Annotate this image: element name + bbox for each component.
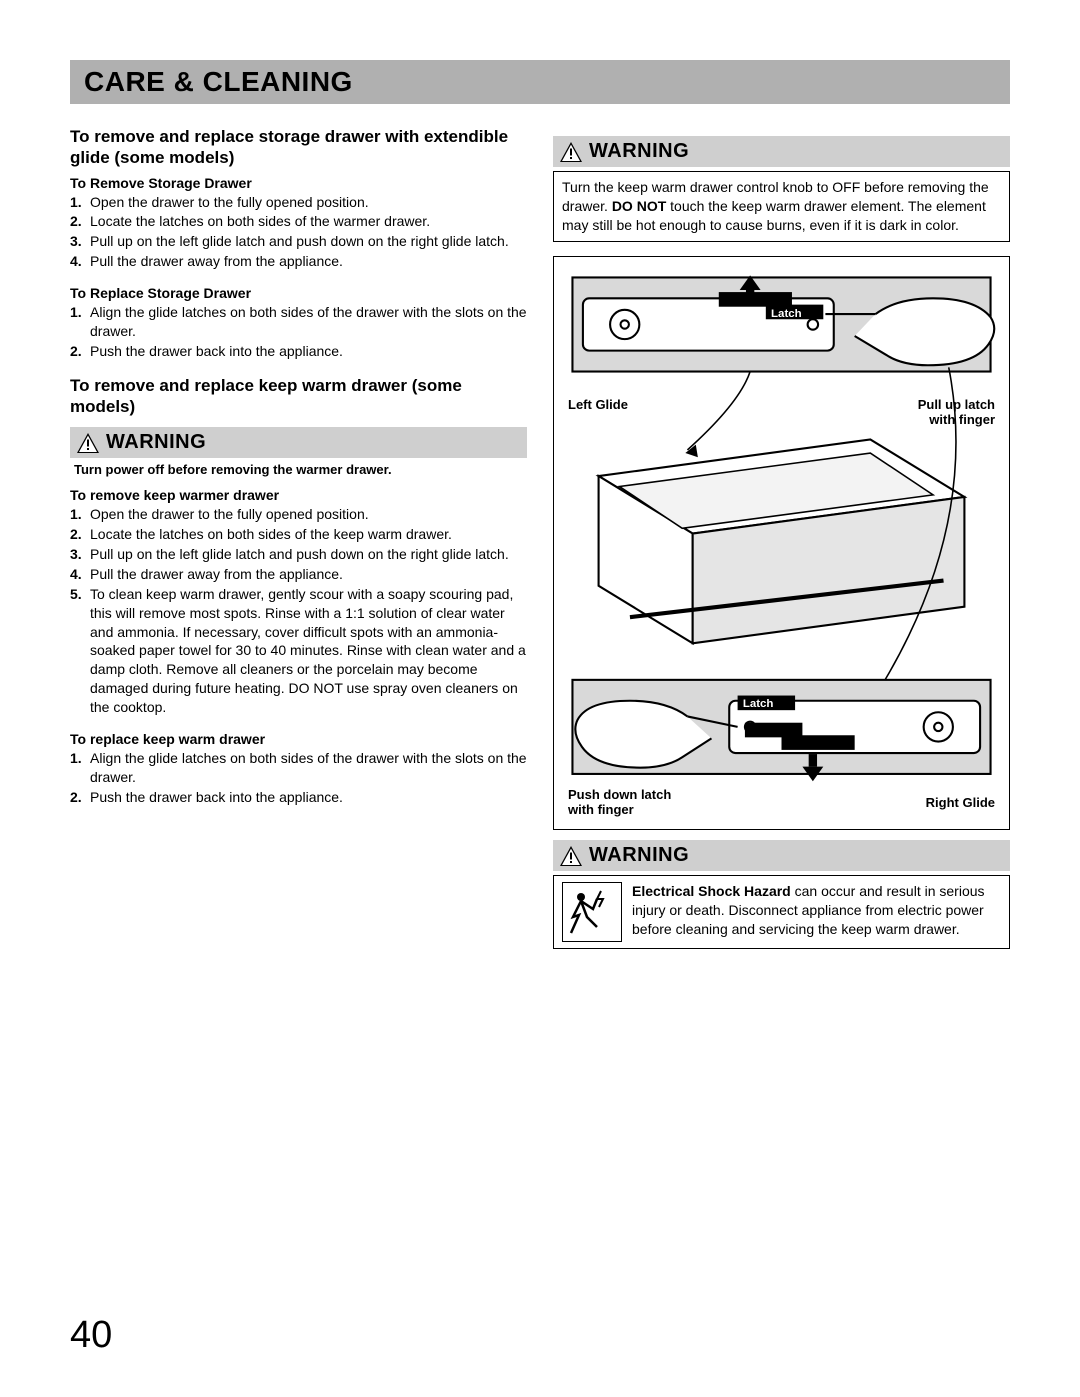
warning-triangle-icon — [559, 141, 583, 163]
warning-label: WARNING — [106, 431, 206, 454]
warning-bar-left: WARNING — [70, 427, 527, 458]
list-item: Align the glide latches on both sides of… — [70, 749, 527, 787]
list-item: To clean keep warm drawer, gently scour … — [70, 585, 527, 717]
steps-remove-warm: Open the drawer to the fully opened posi… — [70, 505, 527, 717]
label-push-down-1: Push down latch — [568, 787, 671, 802]
shock-hazard-box: Electrical Shock Hazard can occur and re… — [553, 875, 1010, 949]
subheading-replace-storage: To Replace Storage Drawer — [70, 285, 527, 301]
list-item: Push the drawer back into the appliance. — [70, 788, 527, 807]
shock-hazard-icon — [562, 882, 622, 942]
drawer-diagram-svg: Latch — [562, 267, 1001, 790]
heading-storage-drawer: To remove and replace storage drawer wit… — [70, 126, 527, 169]
svg-text:Latch: Latch — [743, 698, 774, 710]
shock-lead: Electrical Shock Hazard — [632, 883, 791, 899]
list-item: Pull up on the left glide latch and push… — [70, 545, 527, 564]
list-item: Pull up on the left glide latch and push… — [70, 232, 527, 251]
diagram-labels-bottom: Push down latch with finger Right Glide — [562, 787, 1001, 817]
warning-label: WARNING — [589, 844, 689, 867]
label-pull-up-1: Pull up latch — [918, 397, 995, 412]
page-number: 40 — [70, 1314, 112, 1357]
subheading-remove-warm: To remove keep warmer drawer — [70, 487, 527, 503]
label-pull-up-2: with finger — [929, 412, 995, 427]
list-item: Open the drawer to the fully opened posi… — [70, 505, 527, 524]
two-column-layout: To remove and replace storage drawer wit… — [70, 126, 1010, 949]
steps-replace-storage: Align the glide latches on both sides of… — [70, 303, 527, 361]
list-item: Align the glide latches on both sides of… — [70, 303, 527, 341]
list-item: Push the drawer back into the appliance. — [70, 342, 527, 361]
label-right-glide: Right Glide — [926, 795, 995, 810]
warning-box-knob-off: Turn the keep warm drawer control knob t… — [553, 171, 1010, 242]
svg-text:Latch: Latch — [771, 308, 802, 320]
label-left-glide: Left Glide — [568, 397, 628, 427]
heading-keep-warm-drawer: To remove and replace keep warm drawer (… — [70, 375, 527, 418]
subheading-remove-storage: To Remove Storage Drawer — [70, 175, 527, 191]
list-item: Pull the drawer away from the appliance. — [70, 565, 527, 584]
warning-text-donot: DO NOT — [612, 198, 666, 214]
warning-label: WARNING — [589, 140, 689, 163]
warning-bar-bottom-right: WARNING — [553, 840, 1010, 871]
steps-remove-storage: Open the drawer to the fully opened posi… — [70, 193, 527, 272]
warning-triangle-icon — [76, 432, 100, 454]
list-item: Locate the latches on both sides of the … — [70, 525, 527, 544]
drawer-diagram: Latch — [553, 256, 1010, 831]
steps-replace-warm: Align the glide latches on both sides of… — [70, 749, 527, 807]
page-title: CARE & CLEANING — [84, 66, 996, 98]
subheading-replace-warm: To replace keep warm drawer — [70, 731, 527, 747]
list-item: Open the drawer to the fully opened posi… — [70, 193, 527, 212]
left-column: To remove and replace storage drawer wit… — [70, 126, 527, 949]
list-item: Pull the drawer away from the appliance. — [70, 252, 527, 271]
page-header: CARE & CLEANING — [70, 60, 1010, 104]
warning-triangle-icon — [559, 845, 583, 867]
label-push-down-2: with finger — [568, 802, 634, 817]
diagram-labels-top: Left Glide Pull up latch with finger — [562, 397, 1001, 427]
shock-text: Electrical Shock Hazard can occur and re… — [632, 882, 1001, 942]
right-column: WARNING Turn the keep warm drawer contro… — [553, 126, 1010, 949]
list-item: Locate the latches on both sides of the … — [70, 212, 527, 231]
warning-bar-top-right: WARNING — [553, 136, 1010, 167]
warning-text-power-off: Turn power off before removing the warme… — [74, 462, 527, 477]
